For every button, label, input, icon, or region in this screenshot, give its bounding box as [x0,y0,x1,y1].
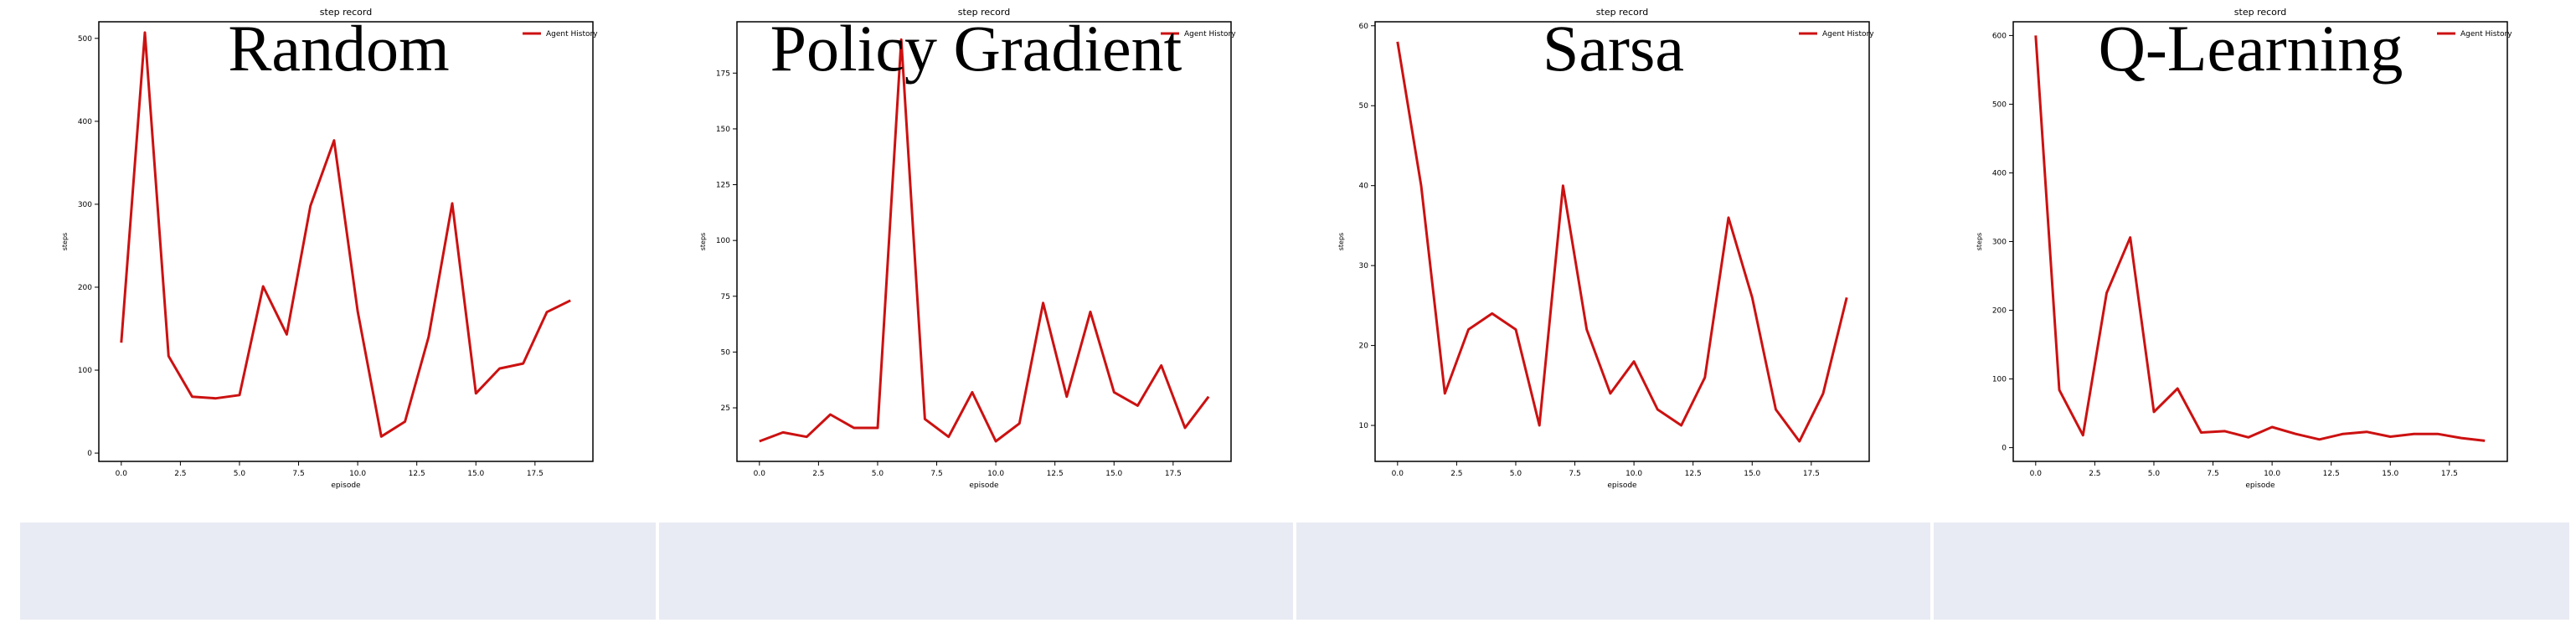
caption-sarsa: Sarsa [1543,12,1684,85]
x-tick-label: 7.5 [2207,470,2218,478]
plot-area [1374,21,1870,462]
x-tick-label: 15.0 [2382,470,2398,478]
legend-label: Agent History [2460,30,2512,39]
y-axis-label: steps [699,233,707,250]
x-tick-label: 17.5 [1165,470,1182,478]
x-tick-label: 15.0 [467,470,484,478]
x-tick-label: 2.5 [174,470,186,478]
x-tick-label: 12.5 [1685,470,1702,478]
x-tick-label: 7.5 [1569,470,1580,478]
x-tick-label: 0.0 [1392,470,1404,478]
x-tick-label: 7.5 [292,470,304,478]
x-tick-label: 12.5 [1047,470,1064,478]
x-tick-label: 10.0 [987,470,1004,478]
y-tick-label: 400 [1992,169,2007,178]
x-tick-label: 17.5 [527,470,544,478]
caption-q-learning: Q-Learning [2098,12,2403,85]
x-tick-label: 12.5 [409,470,425,478]
x-axis-label: episode [2245,481,2275,490]
chart-title: step record [320,7,372,18]
y-tick-label: 0 [87,450,92,458]
x-axis-label: episode [969,481,999,490]
y-tick-label: 30 [1359,262,1369,270]
y-tick-label: 125 [716,182,730,190]
x-tick-label: 15.0 [1105,470,1122,478]
x-tick-label: 10.0 [1625,470,1642,478]
x-axis-label: episode [331,481,361,490]
caption-policy-gradient: Policy Gradient [770,12,1182,85]
x-tick-label: 2.5 [1450,470,1462,478]
x-axis-label: episode [1607,481,1637,490]
x-tick-label: 2.5 [812,470,824,478]
x-tick-label: 0.0 [754,470,766,478]
x-tick-label: 5.0 [234,470,246,478]
series-line-agent-history [759,38,1210,443]
series-line-agent-history [2034,35,2486,442]
x-tick-label: 0.0 [116,470,128,478]
y-tick-label: 100 [78,367,92,375]
x-tick-label: 10.0 [349,470,366,478]
y-tick-label: 200 [78,284,92,292]
series-line-agent-history [1396,41,1848,443]
y-tick-label: 200 [1992,307,2007,316]
chart-title: step record [1596,7,1648,18]
x-tick-label: 5.0 [872,470,884,478]
caption-separator [1930,523,1934,620]
caption-random: Random [228,12,450,85]
caption-separator [656,523,659,620]
x-tick-label: 17.5 [1803,470,1820,478]
x-tick-label: 7.5 [930,470,942,478]
x-tick-label: 12.5 [2323,470,2340,478]
x-tick-label: 10.0 [2264,470,2280,478]
x-tick-label: 2.5 [2089,470,2100,478]
y-tick-label: 300 [1992,239,2007,247]
chart-title: step record [958,7,1010,18]
y-tick-label: 175 [716,70,730,78]
y-axis-label: steps [61,233,69,250]
y-tick-label: 400 [78,118,92,126]
y-tick-label: 100 [1992,376,2007,384]
y-tick-label: 500 [78,35,92,44]
y-axis-label: steps [1337,233,1345,250]
y-tick-label: 50 [1359,102,1369,111]
x-tick-label: 5.0 [2148,470,2161,478]
y-tick-label: 75 [721,293,730,301]
y-tick-label: 10 [1359,422,1369,430]
y-tick-label: 20 [1359,342,1369,351]
y-tick-label: 600 [1992,32,2007,40]
y-tick-label: 60 [1359,23,1369,31]
charts-row: step record 0.0 2.5 5.0 7.5 10.0 12.5 15.0 17.5 0… [61,7,2512,490]
y-tick-label: 50 [721,348,731,357]
caption-separator [1293,523,1296,620]
y-tick-label: 300 [78,201,92,209]
plot-area [2012,21,2508,462]
legend-label: Agent History [1184,30,1236,39]
y-tick-label: 40 [1359,183,1369,191]
plot-area [98,21,594,462]
y-axis-label: steps [1976,233,1983,250]
y-tick-label: 0 [2002,445,2007,453]
y-tick-label: 150 [716,126,730,134]
legend-label: Agent History [546,30,598,39]
x-tick-label: 5.0 [1510,470,1522,478]
charts-svg: step record 0.0 2.5 5.0 7.5 10.0 12.5 15.0 17.5 0… [61,7,2512,490]
series-line-agent-history [120,31,571,438]
x-tick-label: 0.0 [2030,470,2043,478]
y-tick-label: 100 [716,237,730,245]
y-tick-label: 500 [1992,100,2007,109]
legend-label: Agent History [1822,30,1874,39]
chart-title: step record [2234,7,2286,18]
y-tick-label: 25 [721,404,730,413]
x-tick-label: 17.5 [2441,470,2458,478]
x-tick-label: 15.0 [1744,470,1760,478]
